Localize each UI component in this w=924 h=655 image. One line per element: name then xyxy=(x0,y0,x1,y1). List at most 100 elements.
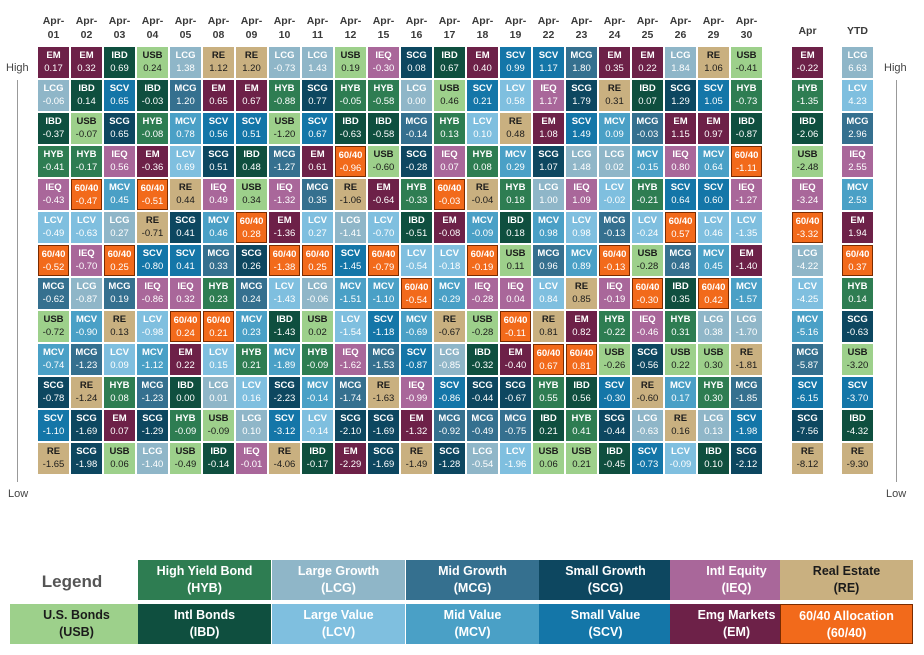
return-cell: USB 0.30 xyxy=(698,344,729,375)
column-header: Apr- 24 xyxy=(603,15,626,41)
return-cell: USB 0.46 xyxy=(434,80,465,111)
return-cell: LCV -0.14 xyxy=(302,410,333,441)
return-cell: IBD -4.32 xyxy=(842,410,873,441)
return-cell: EM 0.32 xyxy=(71,47,102,78)
return-cell: SCV -1.45 xyxy=(335,245,366,276)
column-header: Apr- 08 xyxy=(207,15,230,41)
return-cell: LCV -0.54 xyxy=(401,245,432,276)
return-cell: IEQ -0.30 xyxy=(368,47,399,78)
return-cell: LCV 0.58 xyxy=(500,80,531,111)
return-cell: LCV -1.96 xyxy=(500,443,531,474)
return-cell: LCV 0.98 xyxy=(566,212,597,243)
return-cell: LCG -0.87 xyxy=(71,278,102,309)
return-cell: LCV 0.84 xyxy=(533,278,564,309)
return-cell: IBD 0.56 xyxy=(566,377,597,408)
return-cell: EM 0.67 xyxy=(236,80,267,111)
return-cell: SCV 0.64 xyxy=(665,179,696,210)
return-cell: EM 0.61 xyxy=(302,146,333,177)
return-cell: SCG -0.28 xyxy=(401,146,432,177)
return-cell: EM 1.15 xyxy=(665,113,696,144)
return-cell: IBD -0.03 xyxy=(137,80,168,111)
return-cell: HYB 0.14 xyxy=(842,278,873,309)
return-cell: SCV -3.70 xyxy=(842,377,873,408)
return-cell: SCG -0.56 xyxy=(632,344,663,375)
return-cell: 60/40 -0.52 xyxy=(38,245,69,276)
return-cell: LCV 0.27 xyxy=(302,212,333,243)
return-cell: 60/40 0.28 xyxy=(236,212,267,243)
return-cell: 60/40 -0.47 xyxy=(71,179,102,210)
return-cell: LCV 0.69 xyxy=(170,146,201,177)
return-cell: IBD 0.00 xyxy=(170,377,201,408)
return-cell: SCV -1.18 xyxy=(368,311,399,342)
return-cell: SCV 0.51 xyxy=(236,113,267,144)
return-cell: MCV 0.64 xyxy=(698,146,729,177)
return-cell: MCV -0.90 xyxy=(71,311,102,342)
return-cell: LCV -0.98 xyxy=(137,311,168,342)
return-cell: MCV -0.69 xyxy=(401,311,432,342)
return-cell: IBD 0.67 xyxy=(434,47,465,78)
return-cell: EM 0.82 xyxy=(566,311,597,342)
return-cell: IEQ 1.17 xyxy=(533,80,564,111)
return-cell: MCV 0.17 xyxy=(665,377,696,408)
return-cell: HYB 0.08 xyxy=(104,377,135,408)
return-cell: LCG -0.63 xyxy=(632,410,663,441)
return-cell: MCG 2.96 xyxy=(842,113,873,144)
return-cell: USB 0.22 xyxy=(665,344,696,375)
return-cell: LCV 0.16 xyxy=(236,377,267,408)
return-cell: HYB -0.73 xyxy=(731,80,762,111)
return-cell: SCG -0.67 xyxy=(500,377,531,408)
return-cell: HYB -0.58 xyxy=(368,80,399,111)
return-cell: MCV 0.29 xyxy=(500,146,531,177)
return-cell: MCG -0.03 xyxy=(632,113,663,144)
return-cell: LCG -1.70 xyxy=(731,311,762,342)
return-cell: MCV 0.98 xyxy=(533,212,564,243)
return-cell: EM -0.64 xyxy=(368,179,399,210)
return-cell: MCV 0.89 xyxy=(566,245,597,276)
return-cell: 60/40 -0.30 xyxy=(632,278,663,309)
return-cell: EM -0.40 xyxy=(500,344,531,375)
return-cell: SCV -0.73 xyxy=(632,443,663,474)
return-cell: EM 0.22 xyxy=(632,47,663,78)
legend-item: Small Growth (SCG) xyxy=(539,560,672,600)
return-cell: SCV 0.99 xyxy=(500,47,531,78)
return-cell: RE 0.48 xyxy=(500,113,531,144)
return-cell: LCV 0.46 xyxy=(698,212,729,243)
return-cell: SCV -6.15 xyxy=(792,377,823,408)
return-cell: IBD 0.07 xyxy=(632,80,663,111)
return-cell: LCG 0.13 xyxy=(698,410,729,441)
return-cell: SCV 0.67 xyxy=(302,113,333,144)
return-cell: EM -2.29 xyxy=(335,443,366,474)
return-cell: 60/40 0.21 xyxy=(203,311,234,342)
return-cell: MCG -1.53 xyxy=(368,344,399,375)
return-cell: 60/40 -1.11 xyxy=(731,146,762,177)
return-cell: IEQ 0.04 xyxy=(500,278,531,309)
return-cell: EM -0.36 xyxy=(137,146,168,177)
return-cell: HYB 0.21 xyxy=(236,344,267,375)
return-cell: SCV 1.49 xyxy=(566,113,597,144)
return-cell: LCG 1.00 xyxy=(533,179,564,210)
column-header: Apr- 09 xyxy=(240,15,263,41)
low-label-right: Low xyxy=(886,488,907,500)
return-cell: 60/40 -0.11 xyxy=(500,311,531,342)
return-cell: LCG 0.01 xyxy=(203,377,234,408)
return-cell: IEQ -0.70 xyxy=(71,245,102,276)
return-cell: SCG -0.44 xyxy=(599,410,630,441)
return-cell: LCV -1.43 xyxy=(269,278,300,309)
return-cell: IBD -2.06 xyxy=(792,113,823,144)
return-cell: RE -0.71 xyxy=(137,212,168,243)
return-cell: USB 0.34 xyxy=(236,179,267,210)
return-cell: IBD 0.14 xyxy=(71,80,102,111)
legend-item: Small Value (SCV) xyxy=(539,604,672,644)
return-cell: LCG 1.43 xyxy=(302,47,333,78)
return-cell: MCG -1.23 xyxy=(137,377,168,408)
return-cell: MCV 0.45 xyxy=(698,245,729,276)
return-cell: SCV 0.21 xyxy=(467,80,498,111)
return-cell: HYB -0.05 xyxy=(335,80,366,111)
return-cell: EM -1.40 xyxy=(731,245,762,276)
return-cell: SCV 0.60 xyxy=(698,179,729,210)
return-cell: MCG 0.24 xyxy=(236,278,267,309)
legend-item: Mid Value (MCV) xyxy=(406,604,539,644)
return-cell: SCG -0.44 xyxy=(467,377,498,408)
return-cell: HYB 0.30 xyxy=(698,377,729,408)
return-cell: SCG -0.78 xyxy=(38,377,69,408)
